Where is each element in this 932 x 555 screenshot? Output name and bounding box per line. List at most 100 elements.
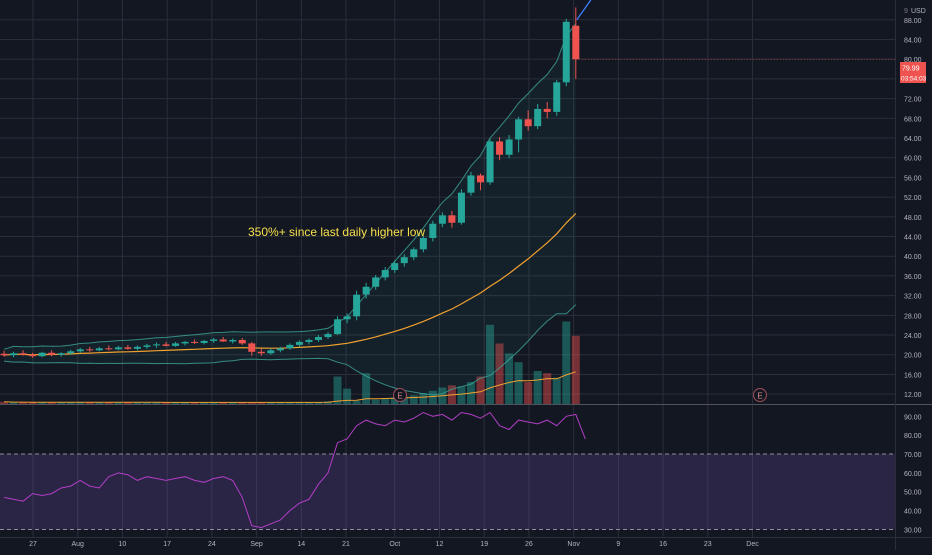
candlesticks[interactable] [0, 0, 896, 358]
candle[interactable] [467, 171, 475, 196]
candle[interactable] [314, 335, 322, 342]
candle[interactable] [67, 349, 75, 355]
rsi-tick-label: 60.00 [904, 471, 922, 478]
candle[interactable] [486, 138, 494, 185]
candle[interactable] [505, 135, 513, 159]
candle[interactable] [305, 338, 313, 345]
candle[interactable] [162, 341, 170, 347]
last-price-badge [900, 62, 926, 73]
candle[interactable] [172, 341, 180, 347]
candle-body [562, 21, 570, 83]
candle[interactable] [219, 337, 227, 342]
candle[interactable] [210, 337, 218, 343]
candle-body [57, 353, 65, 355]
candle[interactable] [143, 343, 151, 349]
candle[interactable] [477, 173, 484, 191]
candle[interactable] [324, 332, 332, 339]
candle[interactable] [267, 348, 275, 355]
candle[interactable] [152, 342, 160, 348]
candle[interactable] [238, 337, 246, 345]
price-tick-label: 52.00 [904, 195, 922, 202]
candle[interactable] [343, 313, 351, 324]
candle[interactable] [257, 348, 265, 356]
candle[interactable] [105, 345, 113, 351]
volume-bar [257, 402, 266, 404]
candle[interactable] [429, 220, 437, 242]
earnings-marker-2[interactable]: E [753, 388, 767, 402]
candle[interactable] [400, 254, 408, 267]
trend-line[interactable] [576, 0, 592, 21]
candle[interactable] [391, 260, 399, 273]
rsi-tick-label: 50.00 [904, 490, 922, 497]
candle[interactable] [200, 339, 208, 345]
candle[interactable] [0, 350, 8, 357]
volume-bars [0, 321, 580, 404]
candle[interactable] [133, 345, 141, 351]
candle[interactable] [457, 189, 465, 225]
candle[interactable] [362, 282, 370, 299]
candle[interactable] [572, 7, 580, 79]
candle[interactable] [95, 346, 103, 352]
candle-body [267, 350, 275, 354]
candle[interactable] [29, 352, 37, 358]
candle-body [305, 339, 313, 342]
candle[interactable] [86, 346, 94, 352]
candle[interactable] [562, 18, 570, 87]
volume-bar [28, 402, 37, 404]
candle[interactable] [381, 267, 389, 281]
candle[interactable] [334, 316, 342, 336]
price-scale-header[interactable]: 9 USD [904, 8, 926, 15]
candle[interactable] [353, 290, 361, 321]
candle[interactable] [448, 210, 456, 228]
candle-body [29, 354, 37, 357]
candle[interactable] [19, 350, 27, 356]
candle[interactable] [76, 347, 84, 353]
candle-body [200, 340, 208, 343]
candle[interactable] [295, 340, 303, 347]
price-tick-label: 48.00 [904, 215, 922, 222]
candle[interactable] [181, 340, 189, 346]
candle[interactable] [114, 345, 122, 351]
candle[interactable] [553, 79, 561, 116]
candle[interactable] [57, 352, 65, 357]
last-price-value: 79.99 [902, 66, 920, 73]
candle[interactable] [515, 116, 523, 153]
price-tick-label: 20.00 [904, 353, 922, 360]
log-scale-marker[interactable]: 9 [904, 8, 908, 15]
candle[interactable] [191, 339, 199, 344]
candle-body [10, 353, 18, 356]
candle[interactable] [276, 346, 284, 353]
candle[interactable] [419, 235, 427, 253]
time-tick-label: 19 [480, 541, 488, 548]
earnings-marker-1[interactable]: E [393, 388, 407, 402]
volume-bar [562, 321, 571, 404]
candle[interactable] [124, 344, 132, 350]
candle[interactable] [10, 351, 18, 358]
candle[interactable] [543, 102, 551, 119]
price-tick-label: 28.00 [904, 313, 922, 320]
candle[interactable] [48, 350, 56, 357]
price-tick-label: 84.00 [904, 37, 922, 44]
candle[interactable] [372, 274, 380, 290]
candle[interactable] [524, 110, 532, 131]
volume-bar [200, 402, 209, 404]
time-tick-label: 23 [704, 541, 712, 548]
candle-body [381, 270, 389, 278]
volume-bar [57, 402, 66, 404]
candle[interactable] [229, 338, 237, 344]
lower-band [3, 304, 577, 396]
candle[interactable] [286, 343, 294, 350]
candle[interactable] [248, 341, 256, 356]
candle[interactable] [534, 104, 542, 130]
candle-body [0, 353, 8, 356]
candle[interactable] [38, 351, 46, 358]
candle-body [372, 277, 380, 287]
candle[interactable] [496, 137, 504, 161]
candle[interactable] [410, 247, 418, 261]
rsi-tick-label: 90.00 [904, 414, 922, 421]
candle[interactable] [438, 212, 446, 228]
candle-body [343, 316, 351, 320]
price-tick-label: 36.00 [904, 274, 922, 281]
